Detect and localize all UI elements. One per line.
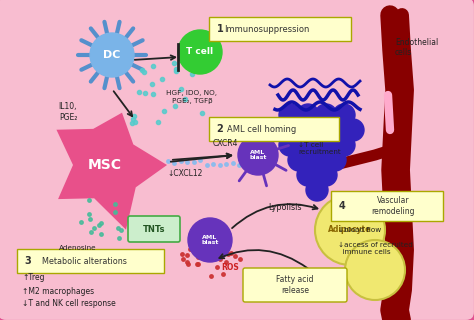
Circle shape bbox=[279, 104, 301, 126]
Circle shape bbox=[279, 134, 301, 156]
Text: ↑Treg: ↑Treg bbox=[22, 274, 45, 283]
Circle shape bbox=[297, 104, 319, 126]
Text: 3: 3 bbox=[25, 256, 31, 266]
Text: 4: 4 bbox=[338, 201, 346, 211]
FancyBboxPatch shape bbox=[209, 17, 351, 41]
Circle shape bbox=[324, 119, 346, 141]
Text: ↓blood flow: ↓blood flow bbox=[338, 227, 381, 233]
Circle shape bbox=[306, 179, 328, 201]
Text: ROS: ROS bbox=[221, 263, 239, 273]
Text: Metabolic alterations: Metabolic alterations bbox=[42, 257, 127, 266]
Circle shape bbox=[345, 240, 405, 300]
FancyBboxPatch shape bbox=[243, 268, 347, 302]
Circle shape bbox=[238, 135, 278, 175]
FancyBboxPatch shape bbox=[17, 249, 164, 273]
FancyBboxPatch shape bbox=[331, 191, 443, 221]
FancyBboxPatch shape bbox=[209, 117, 339, 141]
Text: DC: DC bbox=[103, 50, 121, 60]
Circle shape bbox=[342, 119, 364, 141]
Text: 1: 1 bbox=[217, 24, 223, 34]
Text: TNTs: TNTs bbox=[143, 225, 165, 234]
Circle shape bbox=[297, 164, 319, 186]
Circle shape bbox=[270, 119, 292, 141]
Text: Adenosine: Adenosine bbox=[59, 245, 97, 251]
Text: MSC: MSC bbox=[88, 158, 122, 172]
Polygon shape bbox=[56, 113, 167, 230]
Text: CXCR4: CXCR4 bbox=[212, 139, 238, 148]
Circle shape bbox=[315, 164, 337, 186]
Circle shape bbox=[297, 134, 319, 156]
Circle shape bbox=[288, 119, 310, 141]
Text: AML
blast: AML blast bbox=[201, 235, 219, 245]
Text: T cell: T cell bbox=[186, 47, 214, 57]
FancyBboxPatch shape bbox=[128, 216, 180, 242]
Circle shape bbox=[288, 149, 310, 171]
Text: Vascular
remodeling: Vascular remodeling bbox=[372, 196, 415, 216]
Circle shape bbox=[306, 149, 328, 171]
Text: AML
blast: AML blast bbox=[249, 149, 267, 160]
Circle shape bbox=[188, 218, 232, 262]
Circle shape bbox=[178, 30, 222, 74]
Text: 2: 2 bbox=[217, 124, 223, 134]
Text: ↓CXCL12: ↓CXCL12 bbox=[167, 169, 203, 178]
Text: IL10,
PGE₂: IL10, PGE₂ bbox=[59, 102, 77, 122]
Text: ↓T cell
recruitment: ↓T cell recruitment bbox=[298, 141, 341, 155]
Circle shape bbox=[90, 33, 134, 77]
Text: Immunosuppression: Immunosuppression bbox=[224, 25, 309, 34]
Text: HGF, IDO, NO,
PGE₂, TGFβ: HGF, IDO, NO, PGE₂, TGFβ bbox=[166, 91, 218, 103]
Circle shape bbox=[306, 119, 328, 141]
Circle shape bbox=[315, 195, 385, 265]
Circle shape bbox=[324, 149, 346, 171]
Text: ↓access of recruited
  immune cells: ↓access of recruited immune cells bbox=[338, 242, 413, 254]
Circle shape bbox=[315, 104, 337, 126]
Circle shape bbox=[333, 134, 355, 156]
Circle shape bbox=[333, 104, 355, 126]
Text: Lypolisis: Lypolisis bbox=[268, 204, 302, 212]
Text: Adipocyte: Adipocyte bbox=[328, 226, 372, 235]
Text: ↓T and NK cell response: ↓T and NK cell response bbox=[22, 300, 116, 308]
Text: AML cell homing: AML cell homing bbox=[227, 124, 296, 133]
Text: Endothelial
cells: Endothelial cells bbox=[395, 38, 438, 57]
Circle shape bbox=[315, 134, 337, 156]
Text: ↑M2 macrophages: ↑M2 macrophages bbox=[22, 286, 94, 295]
Text: Fatty acid
release: Fatty acid release bbox=[276, 275, 314, 295]
